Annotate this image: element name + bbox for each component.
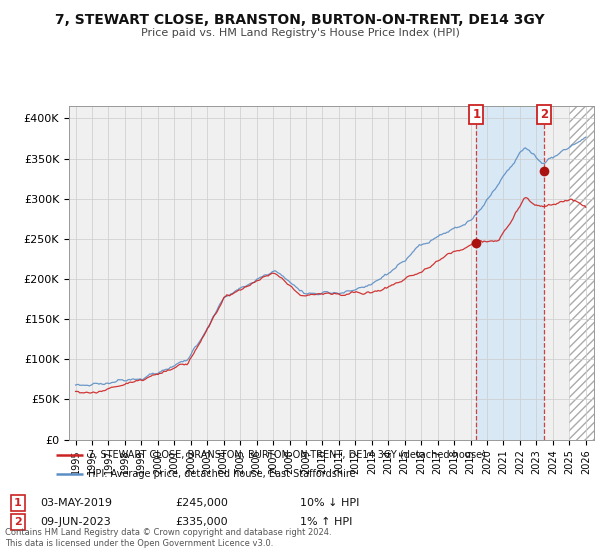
Text: 7, STEWART CLOSE, BRANSTON, BURTON-ON-TRENT, DE14 3GY (detached house): 7, STEWART CLOSE, BRANSTON, BURTON-ON-TR… (89, 450, 487, 460)
Text: 1: 1 (14, 498, 22, 508)
Text: 2: 2 (540, 108, 548, 121)
Text: 10% ↓ HPI: 10% ↓ HPI (300, 498, 359, 508)
Text: Price paid vs. HM Land Registry's House Price Index (HPI): Price paid vs. HM Land Registry's House … (140, 28, 460, 38)
Text: £245,000: £245,000 (175, 498, 228, 508)
Text: 7, STEWART CLOSE, BRANSTON, BURTON-ON-TRENT, DE14 3GY: 7, STEWART CLOSE, BRANSTON, BURTON-ON-TR… (55, 13, 545, 27)
Text: HPI: Average price, detached house, East Staffordshire: HPI: Average price, detached house, East… (89, 469, 356, 478)
Bar (569, 106, 594, 440)
Text: 03-MAY-2019: 03-MAY-2019 (40, 498, 112, 508)
Bar (476, 106, 544, 440)
Text: 09-JUN-2023: 09-JUN-2023 (40, 517, 111, 527)
Text: 1: 1 (472, 108, 481, 121)
Text: 1% ↑ HPI: 1% ↑ HPI (300, 517, 352, 527)
Text: 2: 2 (14, 517, 22, 527)
Text: Contains HM Land Registry data © Crown copyright and database right 2024.
This d: Contains HM Land Registry data © Crown c… (5, 528, 332, 548)
Text: £335,000: £335,000 (175, 517, 227, 527)
